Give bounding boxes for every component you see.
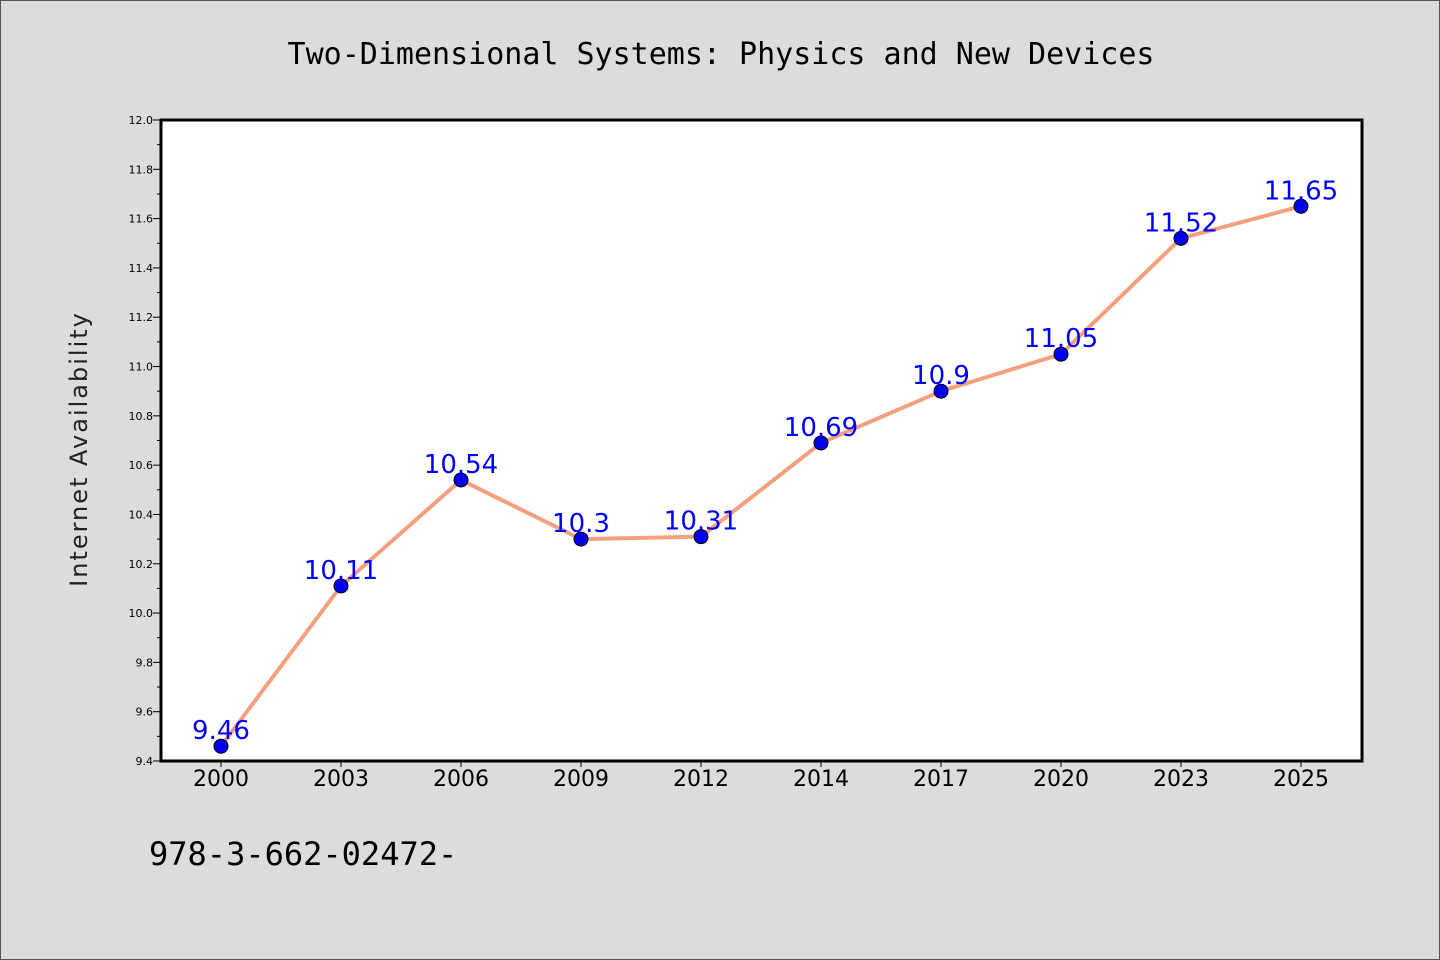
y-axis-ticks: 9.4 9.6 9.8 10.0 10.2 10.4 10.6 10.8 11.0 11.2 11.…: [129, 114, 161, 768]
y-tick-label: 10.4: [129, 508, 154, 521]
y-tick-label: 11.4: [129, 262, 154, 275]
plot-area: [159, 118, 1364, 763]
data-label: 9.46: [192, 716, 250, 746]
x-tick-label: 2017: [913, 767, 969, 792]
data-point: [933, 383, 949, 399]
data-label: 11.65: [1264, 176, 1338, 206]
data-label: 10.9: [912, 361, 970, 391]
data-point: [693, 529, 709, 545]
data-label: 10.69: [784, 413, 858, 443]
y-tick-label: 9.4: [136, 755, 154, 768]
data-point: [813, 435, 829, 451]
data-label: 10.54: [424, 450, 498, 480]
x-tick-label: 2023: [1153, 767, 1209, 792]
data-point: [1053, 346, 1069, 362]
data-label: 11.52: [1144, 208, 1218, 238]
x-tick-label: 2009: [553, 767, 609, 792]
data-point: [333, 578, 349, 594]
y-tick-label: 10.0: [129, 607, 154, 620]
y-tick-label: 12.0: [129, 114, 154, 127]
chart-title: Two-Dimensional Systems: Physics and New…: [288, 37, 1155, 72]
data-label: 10.3: [552, 509, 610, 539]
data-label: 10.31: [664, 507, 738, 537]
data-point: [1293, 198, 1309, 214]
x-tick-label: 2000: [193, 767, 249, 792]
x-tick-label: 2003: [313, 767, 369, 792]
data-point: [213, 738, 229, 754]
data-point: [573, 531, 589, 547]
y-tick-label: 9.8: [136, 656, 154, 669]
data-label: 11.05: [1024, 324, 1098, 354]
y-tick-label: 11.2: [129, 311, 154, 324]
data-label: 10.11: [304, 556, 378, 586]
series-layer: [219, 204, 1303, 749]
y-tick-label: 10.8: [129, 410, 154, 423]
y-tick-label: 11.8: [129, 163, 154, 176]
data-labels-layer: 9.46 10.11 10.54 10.3 10.31 10.69 10.9 11.05 11.…: [192, 176, 1338, 746]
points-layer: [213, 198, 1309, 754]
x-tick-label: 2012: [673, 767, 729, 792]
y-axis-label: Internet Availability: [65, 311, 93, 587]
x-tick-label: 2025: [1273, 767, 1329, 792]
data-point: [453, 472, 469, 488]
y-tick-label: 11.6: [129, 213, 154, 226]
y-tick-label: 10.2: [129, 558, 154, 571]
x-axis-ticks: 2000 2003 2006 2009 2012 2014 2017 2020 2023 2025: [193, 761, 1329, 792]
series-line: [219, 204, 1303, 749]
x-tick-label: 2006: [433, 767, 489, 792]
data-point: [1173, 230, 1189, 246]
x-tick-label: 2014: [793, 767, 849, 792]
y-tick-label: 11.0: [129, 361, 154, 374]
footer-text: 978-3-662-02472-: [149, 835, 457, 873]
y-tick-label: 10.6: [129, 459, 154, 472]
x-tick-label: 2020: [1033, 767, 1089, 792]
y-tick-label: 9.6: [136, 706, 154, 719]
